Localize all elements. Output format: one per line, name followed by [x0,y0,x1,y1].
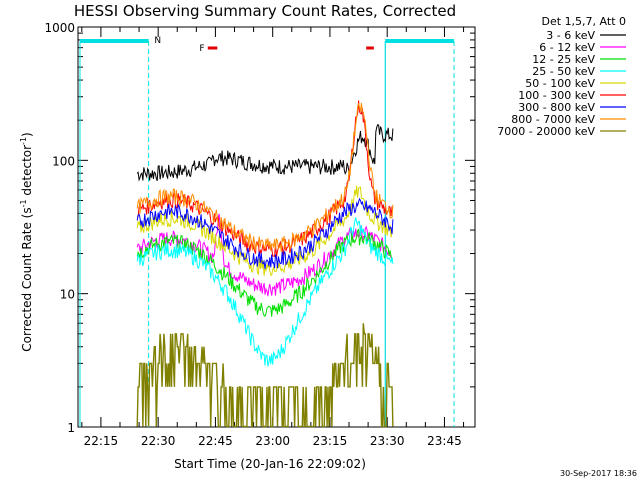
y-axis-label: Corrected Count Rate (s-1 detector-1) [19,132,34,351]
flare-label: F [199,44,204,54]
series-line-6 [136,197,394,270]
legend-label: 12 - 25 keV [532,53,595,66]
x-tick-label: 23:15 [313,434,348,448]
legend-label: 7000 - 20000 keV [497,125,595,138]
y-axis-label-sup1: -1 [19,199,28,207]
legend-label: 3 - 6 keV [546,29,595,42]
x-axis-label: Start Time (20-Jan-16 22:09:02) [174,457,366,471]
y-axis-label-mid: detector [20,145,34,200]
svg-text:Corrected Count Rate (s-1 dete: Corrected Count Rate (s-1 detector-1) [19,132,34,351]
y-tick-label: 1000 [44,21,75,35]
legend-header: Det 1,5,7, Att 0 [542,15,626,28]
x-tick-label: 23:00 [255,434,290,448]
x-tick-label: 22:45 [198,434,233,448]
y-axis-label-sup2: -1 [19,137,28,145]
legend-label: 300 - 800 keV [518,101,595,114]
legend-label: 6 - 12 keV [539,41,595,54]
y-tick-label: 1 [67,421,75,435]
y-axis-label-end: ) [20,132,34,137]
plot-area: 1 10 100 1000 22:15 22:30 22:45 23:00 23:15 23:30… [44,21,476,448]
x-tick-label: 23:45 [427,434,462,448]
legend-label: 50 - 100 keV [525,77,595,90]
y-tick-label: 10 [60,288,75,302]
series-line-7 [136,102,394,252]
series-line-8 [136,323,394,428]
y-tick-label: 100 [52,154,75,168]
legend-label: 100 - 300 keV [518,89,595,102]
x-tick-label: 22:30 [141,434,176,448]
night-label: N [154,36,161,46]
footer-timestamp: 30-Sep-2017 18:36 [560,469,637,478]
x-tick-label: 23:30 [370,434,405,448]
y-axis-label-main: Corrected Count Rate (s [20,207,34,351]
x-tick-label: 22:15 [84,434,119,448]
series-line-2 [136,228,394,317]
series-line-3 [136,217,394,367]
chart-title: HESSI Observing Summary Count Rates, Cor… [74,2,456,20]
legend-label: 800 - 7000 keV [511,113,595,126]
plot-frame [77,26,476,428]
legend-label: 25 - 50 keV [532,65,595,78]
